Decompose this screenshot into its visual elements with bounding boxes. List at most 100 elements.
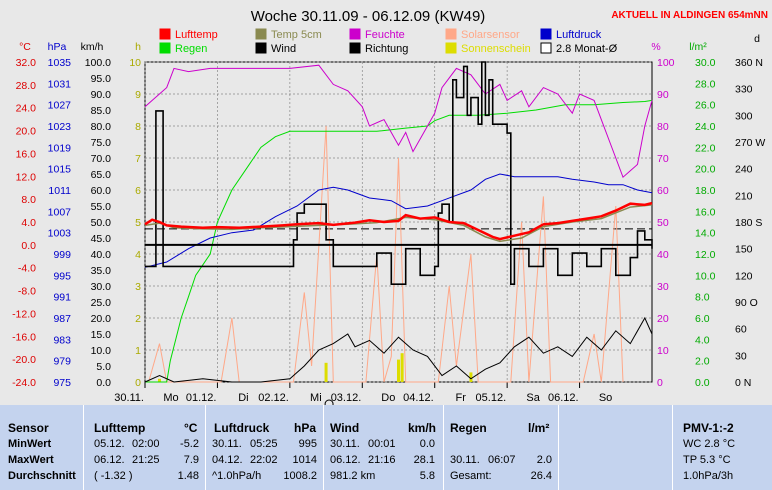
day-label-date: 06.12. xyxy=(548,392,579,404)
dir-tick: 360 N xyxy=(735,57,763,69)
h-tick: 9 xyxy=(135,89,141,101)
kmh-tick: 50.0 xyxy=(91,217,112,229)
temp-tick: 12.0 xyxy=(16,171,37,183)
day-label-weekday: Sa xyxy=(526,392,540,404)
day-label-date: 04.12. xyxy=(403,392,434,404)
weather-chart: Woche 30.11.09 - 06.12.09 (KW49) AKTUELL… xyxy=(12,8,768,405)
kmh-tick: 45.0 xyxy=(91,233,112,245)
temp-tick: 32.0 xyxy=(16,57,37,69)
maxwert-label: MaxWert xyxy=(8,454,54,466)
pct-tick: 30 xyxy=(657,281,669,293)
wind-min-time: 00:01 xyxy=(368,438,396,450)
dir-tick: 150 xyxy=(735,244,753,256)
pct-tick: 80 xyxy=(657,121,669,133)
legend-label: Temp 5cm xyxy=(271,29,322,41)
temp-tick: -16.0 xyxy=(12,331,36,343)
lm2-tick: 0.0 xyxy=(695,377,710,389)
series-feuchte xyxy=(144,64,653,179)
temp-tick: 20.0 xyxy=(16,126,37,138)
legend-label: Solarsensor xyxy=(461,29,520,41)
lufttemp-max-time: 21:25 xyxy=(132,454,160,466)
legend-item: Feuchte xyxy=(349,28,405,41)
lm2-tick: 18.0 xyxy=(695,185,716,197)
kmh-tick: 80.0 xyxy=(91,121,112,133)
temp-tick: -4.0 xyxy=(18,263,36,275)
kmh-tick: 60.0 xyxy=(91,185,112,197)
hpa-tick: 1019 xyxy=(48,142,72,154)
hpa-tick: 979 xyxy=(53,356,71,368)
pmv-windchill: WC 2.8 °C xyxy=(683,438,736,450)
pmv-pressure-trend: 1.0hPa/3h xyxy=(683,470,734,482)
lm2-tick: 14.0 xyxy=(695,228,716,240)
sunshine-bar xyxy=(400,353,404,382)
h-tick: 6 xyxy=(135,185,141,197)
hpa-tick: 999 xyxy=(53,249,71,261)
lufttemp-column: Lufttemp °C 05.12. 02:00 -5.2 06.12. 21:… xyxy=(84,405,205,490)
day-label-weekday: Fr xyxy=(456,392,467,404)
chart-axes: 32.028.024.020.016.012.08.04.00.0-4.0-8.… xyxy=(12,57,765,389)
legend-item: Regen xyxy=(159,42,207,55)
kmh-tick: 35.0 xyxy=(91,265,112,277)
h-tick: 2 xyxy=(135,313,141,325)
day-label: 06.12. So xyxy=(548,392,612,404)
day-label: 01.12. Di xyxy=(186,392,249,404)
kmh-tick: 65.0 xyxy=(91,169,112,181)
regen-max-date: 30.11. xyxy=(450,454,480,466)
legend-swatch xyxy=(540,28,552,40)
regen-max-value: 2.0 xyxy=(536,454,552,466)
temp-tick: -20.0 xyxy=(12,354,36,366)
sunshine-bar xyxy=(157,378,161,382)
luftdruck-header: Luftdruck xyxy=(214,421,270,435)
dir-tick: 0 N xyxy=(735,377,751,389)
pct-unit: % xyxy=(651,41,660,53)
series-luftdruck xyxy=(144,173,653,268)
lm2-tick: 16.0 xyxy=(695,206,716,218)
lm2-tick: 26.0 xyxy=(695,100,716,112)
pct-tick: 90 xyxy=(657,89,669,101)
chart-title: Woche 30.11.09 - 06.12.09 (KW49) xyxy=(251,8,486,25)
pct-tick: 10 xyxy=(657,345,669,357)
hpa-tick: 987 xyxy=(53,313,71,325)
sunshine-bar xyxy=(324,362,328,382)
day-label: 04.12. Fr xyxy=(403,392,466,404)
lm2-unit: l/m² xyxy=(689,41,707,53)
legend-swatch xyxy=(159,28,171,40)
hpa-tick: 1031 xyxy=(48,78,72,90)
kmh-unit: km/h xyxy=(81,41,104,53)
wind-distance: 981.2 km xyxy=(330,470,376,482)
hpa-tick: 1023 xyxy=(48,121,72,133)
day-label: 02.12. Mi xyxy=(258,392,321,404)
legend-label: Sonnenschein xyxy=(461,43,531,55)
day-label: 05.12. Sa xyxy=(476,392,541,404)
h-tick: 4 xyxy=(135,249,141,261)
legend-swatch xyxy=(540,42,552,54)
kmh-tick: 0.0 xyxy=(96,377,111,389)
temp-tick: 4.0 xyxy=(21,217,36,229)
temp-unit: °C xyxy=(19,41,31,53)
hpa-tick: 991 xyxy=(53,292,71,304)
minwert-label: MinWert xyxy=(8,438,52,450)
dir-tick: 240 xyxy=(735,164,753,176)
regen-column: Regen l/m² 30.11. 06:07 2.0 Gesamt: 26.4 xyxy=(444,405,558,490)
kmh-tick: 10.0 xyxy=(91,345,112,357)
temp-tick: -24.0 xyxy=(12,377,36,389)
plot-area xyxy=(144,61,653,383)
statistics-table: Sensor MinWert MaxWert Durchschnitt Luft… xyxy=(0,405,772,490)
legend-label: Wind xyxy=(271,43,296,55)
lufttemp-header: Lufttemp xyxy=(94,421,146,435)
x-axis-labels: 30.11. Mo 01.12. Di 02.12. Mi 03.12. Do 04.12. Fr… xyxy=(114,392,612,405)
legend-item: Temp 5cm xyxy=(255,28,322,41)
kmh-tick: 40.0 xyxy=(91,249,112,261)
regen-header: Regen xyxy=(450,421,487,435)
legend-swatch xyxy=(349,28,361,40)
sensor-header: Sensor xyxy=(8,421,49,435)
hpa-tick: 983 xyxy=(53,334,71,346)
legend-item: Richtung xyxy=(349,42,408,55)
temp-tick: -12.0 xyxy=(12,308,36,320)
dir-tick: 30 xyxy=(735,350,747,362)
lm2-tick: 2.0 xyxy=(695,356,710,368)
wind-column: Wind km/h 30.11. 00:01 0.0 06.12. 21:16 … xyxy=(324,405,443,490)
luftdruck-max-value: 1014 xyxy=(292,454,317,466)
wind-max-date: 06.12. xyxy=(330,454,361,466)
legend-label: Regen xyxy=(175,43,207,55)
